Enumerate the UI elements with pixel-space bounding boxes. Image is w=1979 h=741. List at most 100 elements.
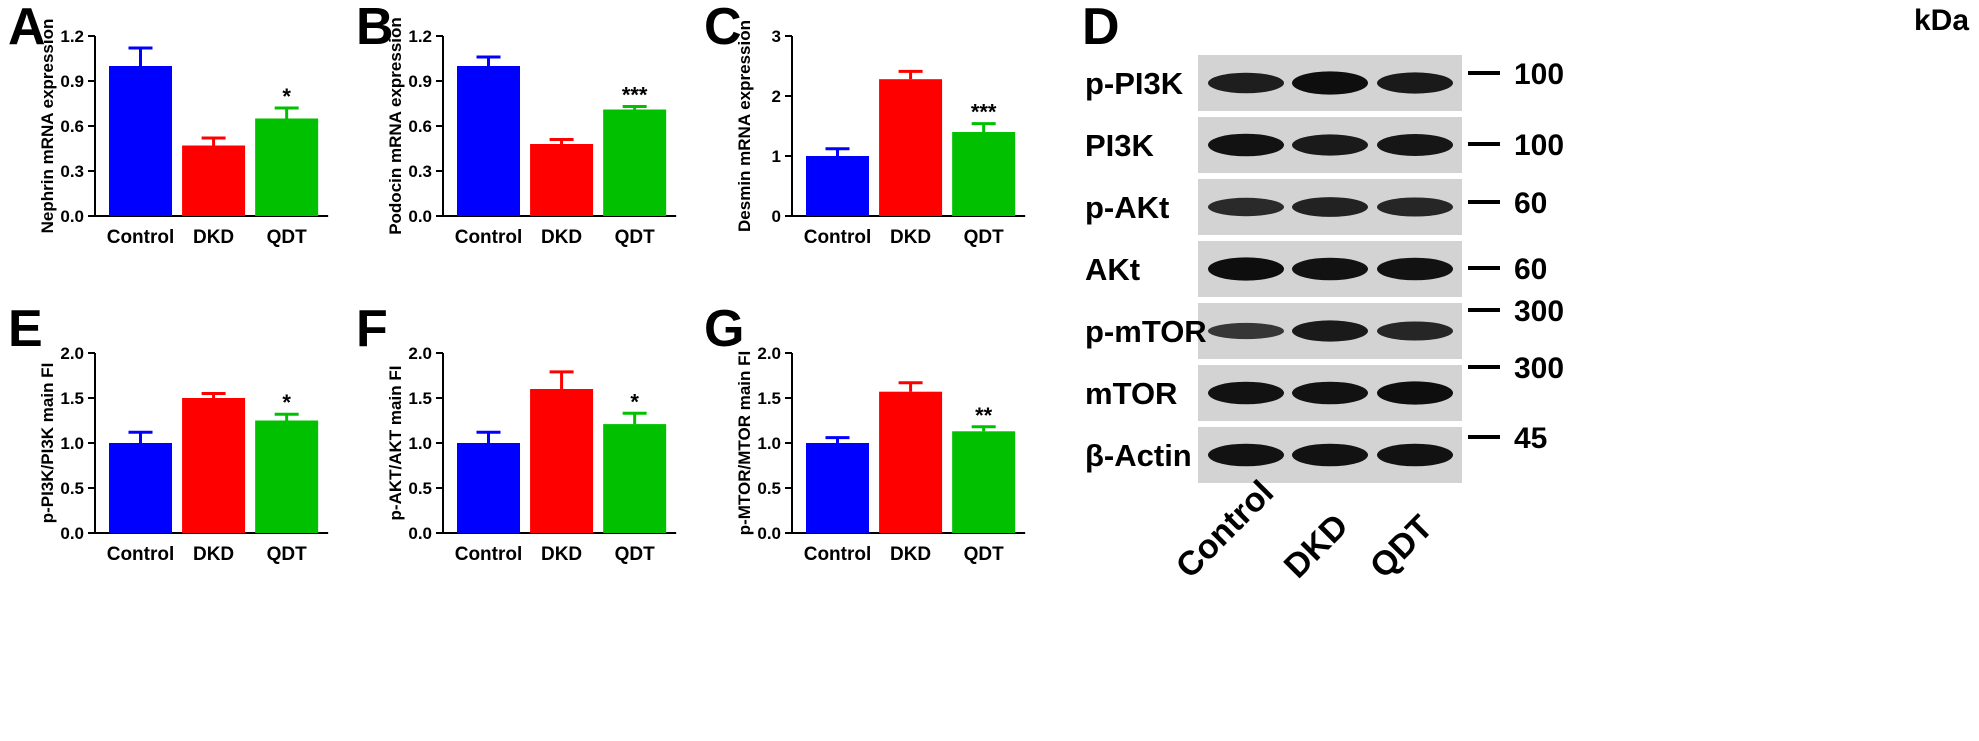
panel-f-category-label: QDT [615, 544, 656, 565]
panel-g-bar-control [806, 443, 869, 533]
panel-a-ytick-label: 0.0 [60, 207, 84, 226]
panel-g-category-label: QDT [964, 544, 1005, 565]
blot-band [1208, 381, 1284, 405]
panel-a-bar-dkd [182, 145, 246, 216]
panel-b-letter: B [356, 0, 394, 56]
blot-row-mtor: mTOR 300 [1085, 352, 1564, 421]
panel-e-bar-dkd [182, 398, 246, 533]
blot-band [1292, 443, 1368, 467]
panel-f-ytick-label: 1.5 [408, 389, 432, 408]
panel-e-ytick-label: 0.0 [60, 524, 84, 543]
panel-g-ytick-label: 1.0 [757, 434, 781, 453]
panel-f-ytick-label: 1.0 [408, 434, 432, 453]
blot-band [1377, 134, 1453, 156]
panel-e-category-label: DKD [193, 544, 234, 565]
blot-band [1377, 197, 1453, 217]
panel-a-significance: * [282, 84, 291, 109]
panel-g-ytick-label: 0.0 [757, 524, 781, 543]
panel-f-category-label: Control [455, 544, 523, 565]
marker-kda-value: 100 [1514, 129, 1564, 162]
panel-e-bar-qdt [255, 420, 319, 533]
panel-b-category-label: DKD [541, 227, 582, 248]
marker-kda-value: 45 [1514, 422, 1547, 455]
panel-a-ytick-label: 0.3 [60, 162, 84, 181]
blot-protein-label: p-AKt [1085, 190, 1169, 225]
blot-band [1292, 71, 1368, 95]
panel-a-bar-qdt [255, 118, 319, 216]
blot-protein-label: AKt [1085, 252, 1140, 287]
panel-c-bar-dkd [879, 79, 943, 216]
panel-c-category-label: DKD [890, 227, 931, 248]
panel-a-bar-control [109, 66, 172, 216]
panel-e-ytick-label: 1.5 [60, 389, 84, 408]
blot-band [1292, 381, 1368, 405]
panel-c-ytick-label: 0 [772, 207, 781, 226]
blot-band [1377, 381, 1453, 405]
blot-protein-label: β-Actin [1085, 438, 1192, 473]
panel-b-ytick-label: 1.2 [408, 27, 432, 46]
panel-g-letter: G [704, 300, 744, 358]
panel-g-ylabel: p-MTOR/MTOR main FI [735, 351, 754, 535]
panel-a-ytick-label: 0.6 [60, 117, 84, 136]
panel-a-category-label: DKD [193, 227, 234, 248]
panel-f-ytick-label: 0.5 [408, 479, 432, 498]
blot-protein-label: p-PI3K [1085, 66, 1184, 101]
panel-e-bar-control [109, 443, 172, 533]
blot-band [1292, 320, 1368, 342]
panel-c-bar-control [806, 156, 869, 216]
panel-c-ytick-label: 1 [772, 147, 781, 166]
panel-c: C 0 1 2 3 Desmin mRNA expression Control DKD ***… [704, 0, 1026, 248]
panel-c-category-label: QDT [964, 227, 1005, 248]
panel-f-bar-dkd [530, 389, 594, 533]
blot-lane-label-control: Control [1169, 473, 1281, 585]
panel-e-ytick-label: 0.5 [60, 479, 84, 498]
blot-band [1208, 322, 1284, 340]
panel-e-ytick-label: 1.0 [60, 434, 84, 453]
panel-g-bar-qdt [952, 431, 1016, 533]
blot-band [1292, 197, 1368, 217]
blot-protein-label: p-mTOR [1085, 314, 1207, 349]
marker-kda-value: 300 [1514, 352, 1564, 385]
panel-g-ytick-label: 2.0 [757, 344, 781, 363]
panel-f-ylabel: p-AKT/AKT main FI [386, 366, 405, 521]
blot-band [1208, 72, 1284, 94]
marker-kda-value: 60 [1514, 253, 1547, 286]
blot-row-p-pi3k: p-PI3K 100 [1085, 55, 1564, 111]
panel-f-category-label: DKD [541, 544, 582, 565]
panel-a-ytick-label: 0.9 [60, 72, 84, 91]
blot-band [1208, 257, 1284, 281]
panel-b-category-label: Control [455, 227, 523, 248]
blot-protein-label: mTOR [1085, 376, 1177, 411]
panel-g-bar-dkd [879, 391, 943, 533]
blot-row-p-mtor: p-mTOR 300 [1085, 295, 1564, 359]
panel-g-ytick-label: 1.5 [757, 389, 781, 408]
marker-kda-value: 60 [1514, 187, 1547, 220]
panel-c-ytick-label: 3 [772, 27, 781, 46]
panel-g-category-label: DKD [890, 544, 931, 565]
panel-b-ytick-label: 0.6 [408, 117, 432, 136]
marker-kda-value: 300 [1514, 295, 1564, 328]
panel-b-significance: *** [622, 83, 648, 108]
panel-c-letter: C [704, 0, 742, 56]
marker-kda-value: 100 [1514, 58, 1564, 91]
panel-f-ytick-label: 2.0 [408, 344, 432, 363]
blot-band [1208, 133, 1284, 157]
blot-band [1292, 257, 1368, 281]
panel-b-ytick-label: 0.0 [408, 207, 432, 226]
blot-row--actin: β-Actin 45 [1085, 422, 1547, 483]
panel-b-ylabel: Podocin mRNA expression [386, 17, 405, 235]
blot-protein-label: PI3K [1085, 128, 1155, 163]
blot-lane-label-qdt: QDT [1363, 508, 1441, 586]
panel-f: F 0.0 0.5 1.0 1.5 2.0p-AKT/AKT main FI Control… [356, 300, 677, 565]
panel-g-category-label: Control [804, 544, 872, 565]
panel-b-bar-control [457, 66, 520, 216]
panel-a-ylabel: Nephrin mRNA expression [38, 19, 57, 234]
panel-b-category-label: QDT [615, 227, 656, 248]
panel-f-bar-control [457, 443, 520, 533]
panel-e-letter: E [8, 300, 43, 358]
panel-b-bar-qdt [603, 109, 667, 216]
panel-f-bar-qdt [603, 424, 667, 533]
